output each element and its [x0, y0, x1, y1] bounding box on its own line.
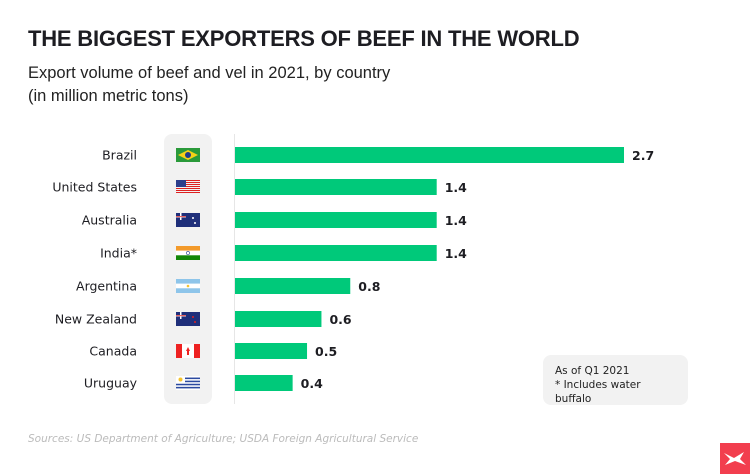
source-text: Sources: US Department of Agriculture; U… — [28, 433, 419, 445]
category-label: Uruguay — [84, 376, 138, 391]
canada-flag-icon — [176, 344, 200, 358]
new-zealand-flag-icon — [176, 312, 200, 326]
note-line-2: * Includes water buffalo — [555, 379, 641, 405]
bar — [235, 375, 293, 391]
value-label: 2.7 — [632, 148, 654, 163]
value-label: 1.4 — [445, 246, 467, 261]
chart-title: THE BIGGEST EXPORTERS OF BEEF IN THE WOR… — [28, 26, 580, 51]
bar — [235, 311, 322, 327]
uruguay-flag-icon — [176, 376, 200, 390]
bar — [235, 179, 437, 195]
note-box: As of Q1 2021 * Includes water buffalo — [543, 355, 688, 405]
category-label: Argentina — [76, 279, 137, 294]
category-label: Canada — [89, 344, 137, 359]
brazil-flag-icon — [176, 148, 200, 162]
bar — [235, 245, 437, 261]
australia-flag-icon — [176, 213, 200, 227]
bar — [235, 343, 308, 359]
value-label: 1.4 — [445, 213, 467, 228]
brand-logo — [720, 443, 750, 474]
category-label: Australia — [82, 213, 137, 228]
value-label: 0.6 — [329, 312, 351, 327]
category-label: India* — [100, 246, 137, 261]
subtitle-line-2: (in million metric tons) — [28, 87, 189, 105]
subtitle-line-1: Export volume of beef and vel in 2021, b… — [28, 64, 391, 82]
value-label: 1.4 — [445, 180, 467, 195]
argentina-flag-icon — [176, 279, 200, 293]
india-flag-icon — [176, 246, 200, 260]
bar — [235, 278, 351, 294]
axis-line — [234, 134, 235, 404]
bar — [235, 212, 437, 228]
value-label: 0.5 — [315, 344, 337, 359]
bar — [235, 147, 624, 163]
category-label: Brazil — [102, 148, 137, 163]
category-label: New Zealand — [55, 312, 137, 327]
chart-subtitle: Export volume of beef and vel in 2021, b… — [28, 62, 390, 108]
category-label: United States — [52, 180, 137, 195]
value-label: 0.4 — [301, 376, 323, 391]
value-label: 0.8 — [358, 279, 380, 294]
flag-panel — [164, 134, 212, 404]
usa-flag-icon — [176, 180, 200, 193]
note-line-1: As of Q1 2021 — [555, 365, 630, 377]
